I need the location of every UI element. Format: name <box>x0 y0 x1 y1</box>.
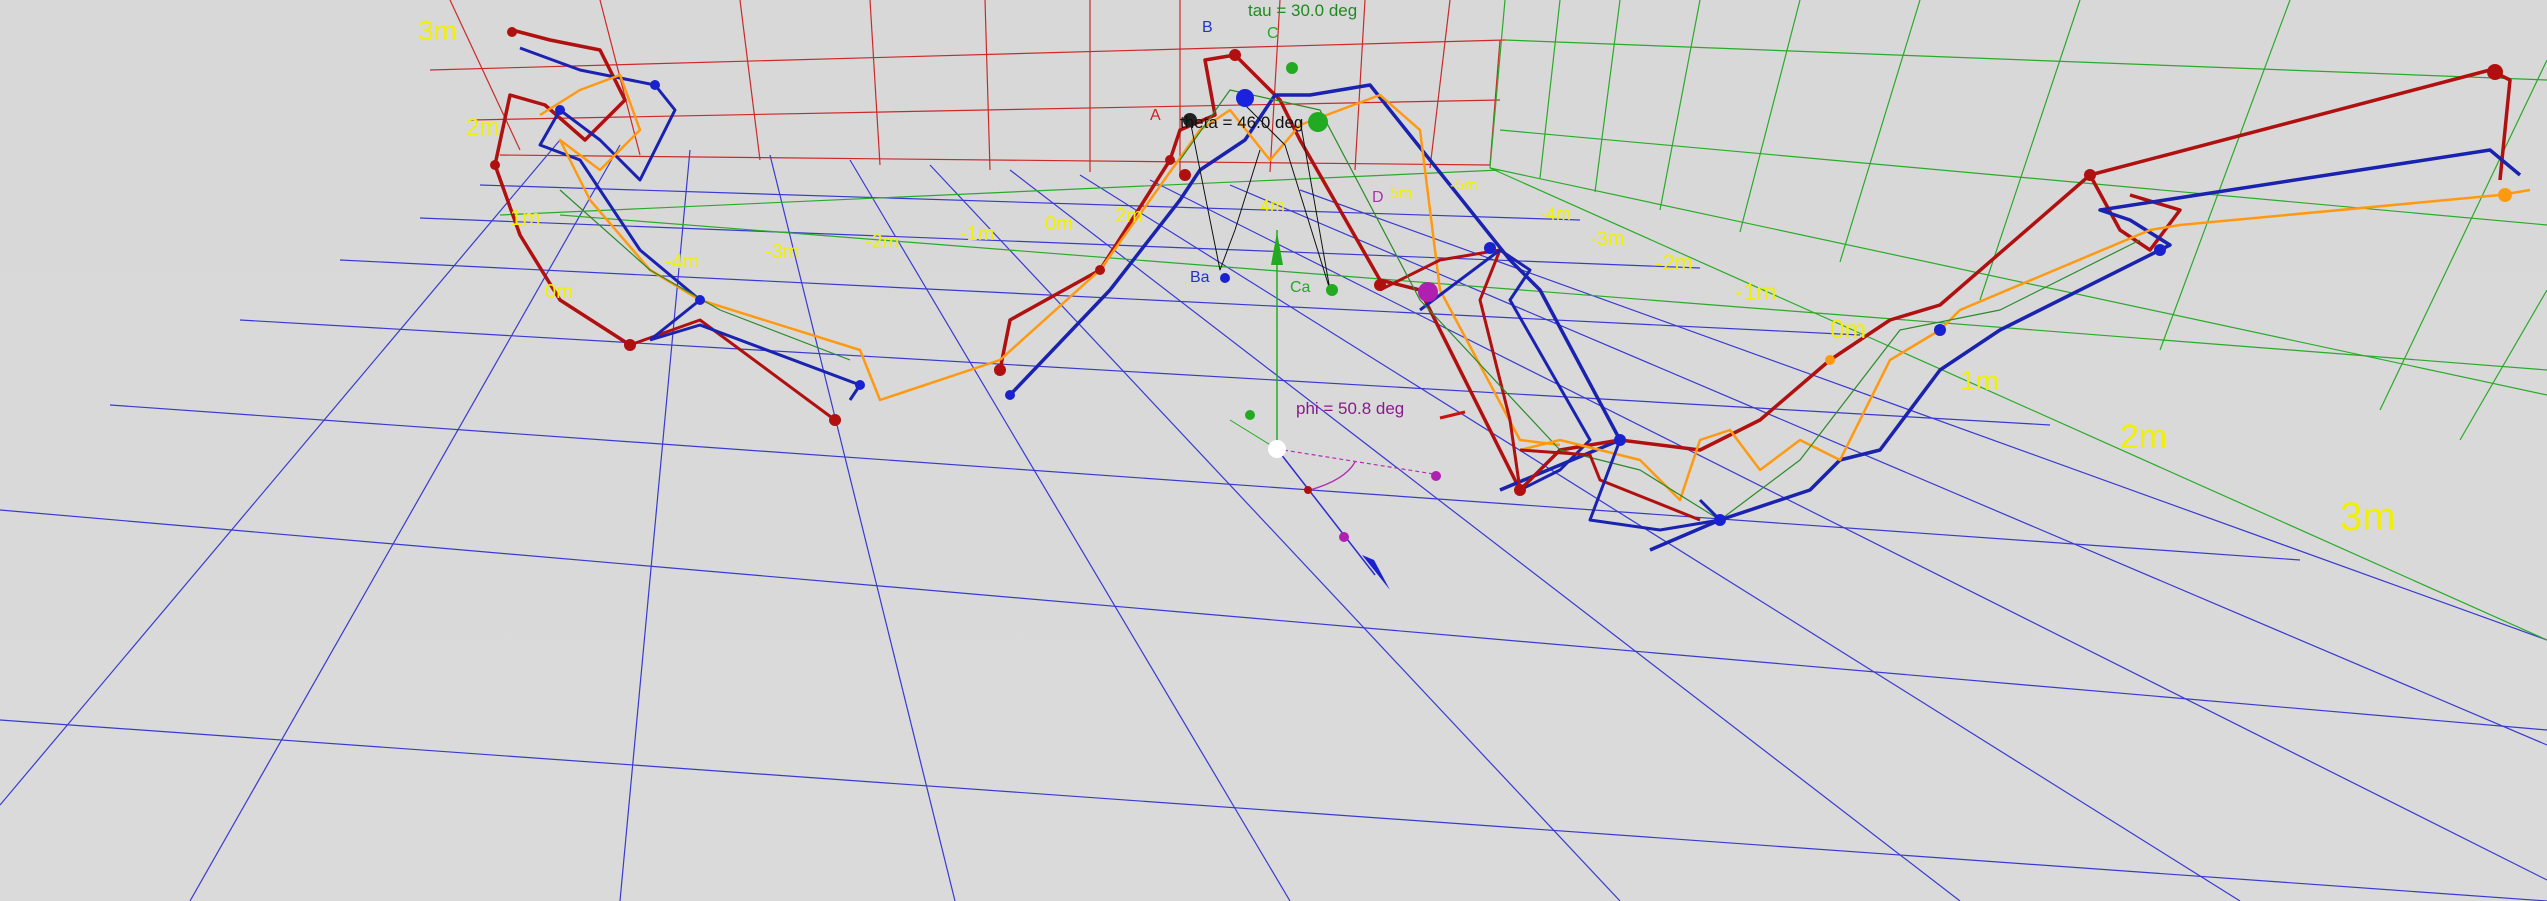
angle-readouts: tau = 30.0 deg theta = 46.0 deg phi = 50… <box>1180 1 1404 418</box>
atom[interactable] <box>1431 471 1441 481</box>
axis-label: 1m <box>1960 365 1999 396</box>
axis-label: 2m <box>1115 205 1143 227</box>
chain-segment-middle[interactable] <box>998 53 1622 492</box>
back-wall-grid <box>429 0 1506 175</box>
atom[interactable] <box>1714 514 1726 526</box>
origin-marker[interactable] <box>1268 440 1286 458</box>
atom[interactable] <box>1825 355 1835 365</box>
atom-label-ca: Ca <box>1290 279 1311 296</box>
axis-label: 4m <box>1260 196 1285 216</box>
axis-label: -1m <box>960 223 994 245</box>
atom[interactable] <box>1339 532 1349 542</box>
atom[interactable] <box>1183 113 1197 127</box>
coordinate-axes <box>1229 230 1466 590</box>
atom[interactable] <box>555 105 565 115</box>
atom-label-a: A <box>1150 107 1161 124</box>
atom-label-b: B <box>1202 19 1213 36</box>
axis-label: 0m <box>1045 213 1073 235</box>
axis-label: 0m <box>545 281 573 303</box>
axis-label: -5m <box>1450 177 1478 194</box>
axis-label: -4m <box>1540 204 1571 224</box>
atom[interactable] <box>1229 49 1241 61</box>
axis-label: 2m <box>2120 418 2167 456</box>
axis-label: -2m <box>1655 250 1693 275</box>
atom[interactable] <box>1514 484 1526 496</box>
atom[interactable] <box>490 160 500 170</box>
atom[interactable] <box>1326 284 1338 296</box>
axis-label: 0m <box>1830 314 1866 344</box>
atom[interactable] <box>855 380 865 390</box>
atom[interactable] <box>1934 324 1946 336</box>
atom[interactable] <box>1304 486 1312 494</box>
atom-label-d: D <box>1372 189 1384 206</box>
atom[interactable] <box>1236 89 1254 107</box>
atom[interactable] <box>1374 279 1386 291</box>
atom[interactable] <box>829 414 841 426</box>
atom[interactable] <box>1245 410 1255 420</box>
axis-label: 1m <box>510 205 541 230</box>
tau-readout: tau = 30.0 deg <box>1248 1 1357 20</box>
atom[interactable] <box>1308 112 1328 132</box>
atom[interactable] <box>2498 188 2512 202</box>
atom-label-c: C <box>1267 25 1279 42</box>
atom[interactable] <box>2487 64 2503 80</box>
atom[interactable] <box>2084 169 2096 181</box>
atom[interactable] <box>507 27 517 37</box>
atom[interactable] <box>695 295 705 305</box>
axis-labels: 3m 2m 1m 0m -4m -3m -2m -1m 0m 2m 4m 5m … <box>418 15 2396 539</box>
chain-cluster-left[interactable] <box>493 28 1001 422</box>
atom[interactable] <box>1179 169 1191 181</box>
axis-label: -2m <box>865 231 899 253</box>
axis-label: 2m <box>466 114 499 141</box>
atom[interactable] <box>2154 244 2166 256</box>
atom[interactable] <box>1286 62 1298 74</box>
theta-readout: theta = 46.0 deg <box>1180 113 1303 132</box>
atom[interactable] <box>624 339 636 351</box>
atom-labels: A B C D Ba Ca <box>1150 19 1384 296</box>
atom[interactable] <box>1484 242 1496 254</box>
atom[interactable] <box>994 364 1006 376</box>
axis-label: 3m <box>2340 495 2396 539</box>
phi-readout: phi = 50.8 deg <box>1296 399 1404 418</box>
atom[interactable] <box>650 80 660 90</box>
side-wall-grid <box>499 0 2547 641</box>
atom[interactable] <box>1165 155 1175 165</box>
atoms[interactable] <box>490 27 2512 542</box>
axis-label: -3m <box>765 241 799 263</box>
axis-label: 3m <box>418 15 457 46</box>
atom-label-ba: Ba <box>1190 269 1210 286</box>
atom[interactable] <box>1095 265 1105 275</box>
axis-label: -3m <box>1590 228 1624 250</box>
atom[interactable] <box>1220 273 1230 283</box>
axis-label: -4m <box>665 251 699 273</box>
chain-cluster-right[interactable] <box>1518 68 2531 552</box>
atom[interactable] <box>1418 282 1438 302</box>
axis-label: -1m <box>1735 279 1776 306</box>
atom[interactable] <box>1005 390 1015 400</box>
axis-label: 5m <box>1390 185 1412 202</box>
atom[interactable] <box>1614 434 1626 446</box>
